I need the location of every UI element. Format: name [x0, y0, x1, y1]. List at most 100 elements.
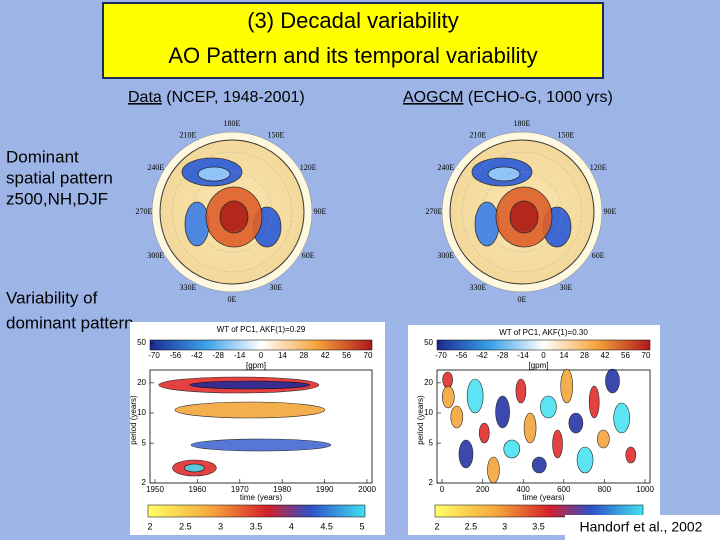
plot-frame — [436, 369, 651, 484]
colorbar-tick: 14 — [278, 351, 287, 360]
wavelet-blob — [466, 378, 484, 414]
longitude-label: 180E — [514, 119, 531, 128]
wavelet-blob — [441, 385, 455, 409]
wavelet-blob — [560, 368, 574, 404]
x-tick-label: 1990 — [316, 485, 334, 494]
longitude-label: 240E — [147, 163, 164, 172]
colorbar-tick: -56 — [170, 351, 182, 360]
wavelet-blob — [442, 371, 453, 389]
colorbar-tick: -42 — [191, 351, 203, 360]
side-label: spatial pattern — [6, 168, 113, 187]
y-tick-label: 5 — [142, 438, 147, 447]
wavelet-blob — [458, 439, 474, 469]
longitude-label: 330E — [470, 283, 487, 292]
x-tick-label: 600 — [557, 485, 571, 494]
x-tick-label: 2000 — [358, 485, 376, 494]
longitude-label: 90E — [314, 207, 327, 216]
colorbar-tick: -70 — [148, 351, 160, 360]
latitude-circle — [171, 151, 293, 273]
contour-blob — [509, 200, 539, 234]
side-label: Variability of — [6, 288, 98, 307]
x-tick-label: 400 — [517, 485, 531, 494]
longitude-label: 210E — [180, 131, 197, 140]
map-header-link: AOGCM — [403, 89, 463, 106]
colorbar-top — [436, 339, 651, 351]
colorbar-tick: -28 — [497, 351, 509, 360]
y-tick-label: 5 — [429, 438, 434, 447]
x-tick-label: 800 — [598, 485, 612, 494]
wavelet-blob — [605, 368, 620, 394]
y-tick-label: 50 — [137, 338, 146, 347]
longitude-label: 0E — [228, 295, 237, 304]
y-tick-label: 20 — [137, 378, 146, 387]
map-header: AOGCM (ECHO-G, 1000 yrs) — [403, 89, 613, 106]
longitude-label: 60E — [302, 251, 315, 260]
wavelet-blob — [174, 401, 326, 419]
longitude-label: 270E — [136, 207, 153, 216]
longitude-label: 300E — [147, 251, 164, 260]
x-tick-label: 1980 — [273, 485, 291, 494]
contour-blob — [487, 166, 521, 182]
longitude-label: 150E — [558, 131, 575, 140]
colorbar-unit: [gpm] — [528, 361, 548, 370]
panel-title: WT of PC1, AKF(1)=0.30 — [499, 328, 588, 337]
wavelet-blob — [568, 412, 584, 434]
wavelet-blob — [523, 412, 537, 444]
colorbar-tick: -28 — [212, 351, 224, 360]
wavelet-blob — [515, 378, 527, 404]
y-tick-label: 2 — [142, 478, 147, 487]
x-tick-label: 1950 — [146, 485, 164, 494]
colorbar-tick: 2 — [147, 521, 152, 531]
wavelet-blob — [184, 463, 205, 473]
y-tick-label: 10 — [424, 408, 433, 417]
x-axis-label: time (years) — [522, 493, 565, 502]
map-header-rest: (ECHO-G, 1000 yrs) — [463, 89, 612, 106]
longitude-label: 270E — [426, 207, 443, 216]
latitude-circle — [461, 151, 583, 273]
longitude-label: 30E — [270, 283, 283, 292]
colorbar-tick: 2.5 — [179, 521, 192, 531]
longitude-label: 240E — [437, 163, 454, 172]
y-axis-label: period (years) — [129, 395, 138, 445]
colorbar-top — [149, 339, 373, 351]
title-line: AO Pattern and its temporal variability — [168, 43, 537, 68]
colorbar-tick: -42 — [476, 351, 488, 360]
longitude-label: 60E — [592, 251, 605, 260]
longitude-label: 120E — [590, 163, 607, 172]
colorbar-tick: -14 — [517, 351, 529, 360]
colorbar-tick: -56 — [456, 351, 468, 360]
y-axis-label: period (years) — [416, 395, 425, 445]
longitude-label: 30E — [560, 283, 573, 292]
colorbar-tick: 42 — [601, 351, 610, 360]
side-label: dominant pattern — [6, 313, 134, 332]
colorbar-tick: 2.5 — [465, 521, 478, 531]
contour-blob — [184, 201, 210, 247]
wavelet-blob — [531, 456, 547, 474]
wavelet-blob — [495, 395, 510, 429]
x-tick-label: 1960 — [189, 485, 207, 494]
contour-blob — [474, 201, 500, 247]
panel-image — [130, 322, 385, 535]
wavelet-blob — [503, 439, 521, 459]
y-tick-label: 2 — [429, 478, 434, 487]
side-label: Dominant — [6, 147, 79, 166]
colorbar-tick: 5 — [359, 521, 364, 531]
latitude-circle — [501, 191, 543, 233]
colorbar-tick: -14 — [234, 351, 246, 360]
longitude-label: 180E — [224, 119, 241, 128]
wavelet-blob — [487, 456, 500, 484]
x-tick-label: 200 — [476, 485, 490, 494]
colorbar-tick: 3.5 — [250, 521, 263, 531]
wavelet-blob — [478, 422, 490, 444]
latitude-circle — [191, 171, 273, 253]
latitude-circle — [481, 171, 563, 253]
plot-frame — [149, 369, 373, 484]
colorbar-tick: 3 — [218, 521, 223, 531]
wavelet-blob — [588, 385, 600, 419]
citation-box — [565, 515, 720, 540]
longitude-label: 150E — [268, 131, 285, 140]
wavelet-blob — [597, 429, 610, 449]
colorbar-tick: 42 — [321, 351, 330, 360]
x-tick-label: 1970 — [231, 485, 249, 494]
colorbar-tick: 0 — [541, 351, 546, 360]
